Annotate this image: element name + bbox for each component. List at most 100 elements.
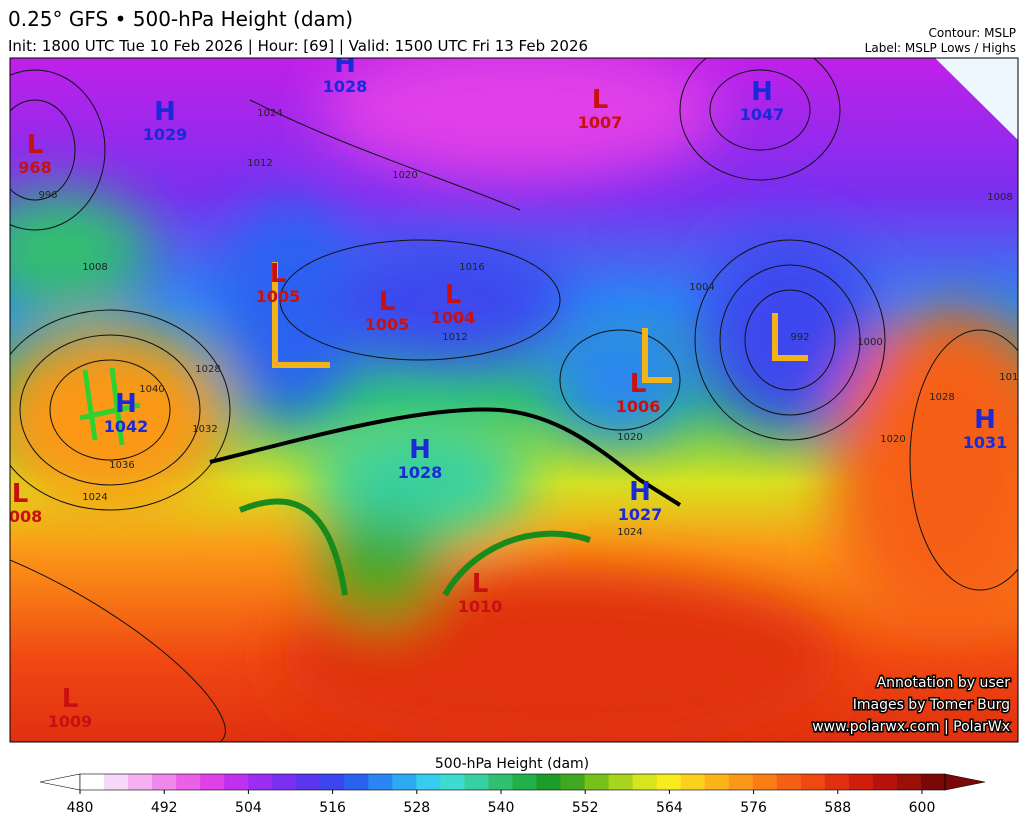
contour-label: 1008 — [987, 192, 1012, 203]
colorbar-swatch — [920, 774, 946, 790]
colorbar-swatch — [728, 774, 754, 790]
colorbar-tick-label: 540 — [488, 800, 515, 816]
colorbar-frame — [79, 773, 946, 791]
contour-label: 1012 — [247, 158, 272, 169]
center-value: 1028 — [398, 463, 443, 482]
contour-label: 1012 — [999, 372, 1024, 383]
colorbar-swatch — [80, 774, 105, 790]
colorbar-swatch — [440, 774, 465, 790]
colorbar-swatch — [296, 774, 321, 790]
contour-label: 1028 — [195, 364, 220, 375]
colorbar-swatch — [632, 774, 658, 790]
center-value: 1028 — [323, 77, 368, 96]
colorbar-swatch — [272, 774, 297, 790]
colorbar-swatch — [512, 774, 538, 790]
title: 0.25° GFS • 500-hPa Height (dam) — [8, 7, 353, 31]
colorbar-swatch — [560, 774, 586, 790]
center-symbol: H — [334, 49, 356, 79]
center-value: 1006 — [616, 397, 661, 416]
colorbar-extend-high — [944, 773, 986, 791]
colorbar-swatch — [416, 774, 441, 790]
colorbar-swatch — [344, 774, 369, 790]
center-symbol: L — [379, 287, 396, 317]
colorbar-swatch — [656, 774, 682, 790]
colorbar-swatch — [392, 774, 417, 790]
colorbar-swatch — [224, 774, 249, 790]
center-symbol: L — [630, 369, 647, 399]
colorbar-tick-label: 564 — [656, 800, 683, 816]
center-symbol: L — [27, 130, 44, 160]
colorbar-swatch — [152, 774, 177, 790]
colorbar-tick-label: 492 — [151, 800, 178, 816]
center-value: 1009 — [48, 712, 93, 731]
colorbar-swatch — [848, 774, 874, 790]
contour-label: 1004 — [689, 282, 714, 293]
credit: www.polarwx.com | PolarWx — [812, 719, 1010, 735]
center-symbol: L — [472, 569, 489, 599]
colorbar: 480 492 504 516 528 540 552 564 576 588 600 — [39, 773, 986, 816]
colorbar-swatch — [896, 774, 922, 790]
colorbar-tick-label: 516 — [319, 800, 346, 816]
colorbar-swatch — [320, 774, 345, 790]
contour-label: 1020 — [880, 434, 905, 445]
colorbar-swatch — [752, 774, 778, 790]
center-symbol: H — [409, 435, 431, 465]
subtitle: Init: 1800 UTC Tue 10 Feb 2026 | Hour: [… — [8, 37, 588, 55]
center-symbol: H — [974, 405, 996, 435]
contour-label: 1024 — [257, 108, 282, 119]
credit: Images by Tomer Burg — [853, 697, 1010, 713]
contour-label: 1024 — [617, 527, 642, 538]
colorbar-tick-label: 588 — [824, 800, 851, 816]
contour-label: 1028 — [929, 392, 954, 403]
center-symbol: H — [154, 97, 176, 127]
colorbar-swatch — [584, 774, 610, 790]
center-value: 1042 — [104, 417, 149, 436]
contour-label: 1012 — [442, 332, 467, 343]
center-value: 1031 — [963, 433, 1008, 452]
colorbar-swatch — [872, 774, 898, 790]
center-value: 1007 — [578, 113, 623, 132]
colorbar-swatch — [200, 774, 225, 790]
contour-label: 1020 — [392, 170, 417, 181]
contour-label: 1000 — [857, 337, 882, 348]
colorbar-tick-label: 480 — [67, 800, 94, 816]
contour-label: 992 — [790, 332, 809, 343]
colorbar-tick-label: 504 — [235, 800, 262, 816]
colorbar-tick-label: 528 — [403, 800, 430, 816]
colorbar-swatch — [104, 774, 129, 790]
center-value: 1005 — [365, 315, 410, 334]
colorbar-tick-label: 576 — [740, 800, 767, 816]
center-value: 1047 — [740, 105, 785, 124]
center-value: 1008 — [0, 507, 42, 526]
label-note: Label: MSLP Lows / Highs — [865, 41, 1016, 55]
colorbar-swatch — [536, 774, 562, 790]
contour-labels: 1024 1012 1020 1016 1008 996 1040 1036 1032 1028 1… — [38, 108, 1024, 538]
center-value: 1010 — [458, 597, 503, 616]
center-symbol: L — [592, 85, 609, 115]
contour-label: 1024 — [82, 492, 107, 503]
contour-note: Contour: MSLP — [929, 26, 1016, 40]
colorbar-swatch — [248, 774, 273, 790]
center-symbol: H — [115, 389, 137, 419]
contour-label: 1040 — [139, 384, 164, 395]
colorbar-swatch — [368, 774, 393, 790]
center-value: 1029 — [143, 125, 188, 144]
colorbar-swatch — [176, 774, 201, 790]
center-symbol: L — [445, 280, 462, 310]
colorbar-swatch — [776, 774, 802, 790]
credit: Annotation by user — [877, 675, 1011, 691]
map-frame — [9, 57, 1019, 743]
colorbar-swatch — [464, 774, 489, 790]
colorbar-swatch — [608, 774, 634, 790]
center-symbol: L — [12, 479, 29, 509]
center-symbol: H — [751, 77, 773, 107]
center-value: 968 — [18, 158, 51, 177]
center-symbol: L — [270, 259, 287, 289]
colorbar-swatch — [680, 774, 706, 790]
colorbar-swatch — [824, 774, 850, 790]
colorbar-swatch — [704, 774, 730, 790]
